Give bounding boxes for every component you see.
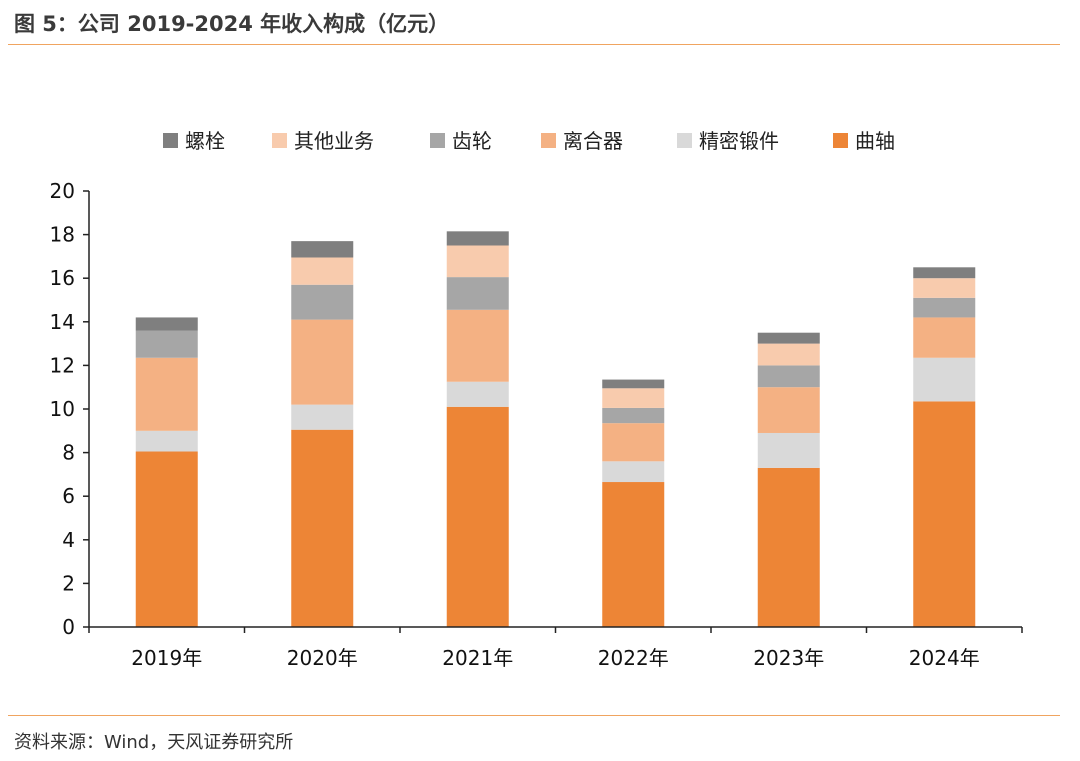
bar-segment [135,451,198,627]
source-note: 资料来源：Wind，天风证券研究所 [14,732,294,753]
y-tick-label: 8 [62,441,75,465]
bar-segment [602,407,665,424]
bar-segment [913,357,976,402]
bar-stack [913,267,976,627]
x-tick-label: 2023年 [753,646,824,670]
y-axis: 0 2 4 6 8 10 12 14 16 18 20 [50,179,90,639]
bar-segment [291,241,354,258]
y-tick-label: 12 [50,353,75,377]
legend-swatch [272,133,287,148]
bar-segment [913,267,976,279]
legend-label: 曲轴 [855,129,895,153]
legend-item: 螺栓 [163,129,225,153]
bar-segment [446,309,509,382]
bar-stack [602,379,665,627]
bar-segment [602,482,665,627]
legend-swatch [677,133,692,148]
bar-segment [757,432,820,468]
bar-segment [913,278,976,298]
bar-segment [291,319,354,405]
y-tick-label: 14 [50,310,75,334]
bar-segment [446,277,509,310]
x-tick-label: 2024年 [909,646,980,670]
bar-segment [913,317,976,358]
bars [135,231,976,627]
legend-label: 精密锻件 [699,129,779,153]
y-tick-label: 4 [62,528,75,552]
legend-swatch [541,133,556,148]
y-tick-label: 6 [62,484,75,508]
legend-label: 齿轮 [452,129,492,153]
bar-segment [757,332,820,344]
bar-segment [757,365,820,388]
legend-swatch [833,133,848,148]
y-tick-label: 16 [50,266,75,290]
bar-segment [446,245,509,278]
x-axis: 2019年 2020年 2021年 2022年 2023年 2024年 [88,626,1023,670]
bar-segment [602,461,665,483]
x-tick-label: 2022年 [598,646,669,670]
legend-swatch [163,133,178,148]
y-tick-label: 0 [62,615,75,639]
figure-title: 图 5：公司 2019-2024 年收入构成（亿元） [14,12,450,36]
y-tick-label: 20 [50,179,75,203]
bar-segment [757,343,820,366]
bottom-divider [8,715,1060,716]
bar-segment [913,297,976,318]
legend-item: 其他业务 [272,129,374,153]
legend-swatch [430,133,445,148]
bar-segment [602,379,665,389]
bar-segment [135,430,198,452]
bar-segment [135,330,198,358]
legend-item: 曲轴 [833,129,895,153]
bar-segment [291,284,354,320]
x-tick-label: 2019年 [131,646,202,670]
bar-segment [135,357,198,431]
legend-label: 离合器 [563,129,623,153]
x-tick-label: 2021年 [442,646,513,670]
bar-segment [291,404,354,430]
bar-segment [757,387,820,433]
legend-label: 其他业务 [294,129,374,153]
bar-segment [602,423,665,462]
y-tick-label: 10 [50,397,75,421]
chart-legend: 螺栓 其他业务 齿轮 离合器 精密锻件 曲轴 [163,129,895,153]
x-tick-label: 2020年 [287,646,358,670]
bar-segment [757,467,820,627]
bar-segment [913,401,976,627]
bar-segment [446,406,509,627]
legend-item: 齿轮 [430,129,492,153]
legend-item: 离合器 [541,129,623,153]
bar-stack [757,332,820,627]
bar-segment [446,381,509,407]
bar-segment [291,257,354,285]
bar-segment [446,231,509,246]
bar-stack [135,317,198,627]
bar-segment [135,317,198,331]
top-divider [8,44,1060,45]
legend-label: 螺栓 [185,129,225,153]
legend-item: 精密锻件 [677,129,779,153]
y-tick-label: 2 [62,571,75,595]
y-tick-label: 18 [50,223,75,247]
bar-stack [446,231,509,627]
bar-segment [291,429,354,627]
bar-stack [291,241,354,627]
bar-segment [602,388,665,408]
